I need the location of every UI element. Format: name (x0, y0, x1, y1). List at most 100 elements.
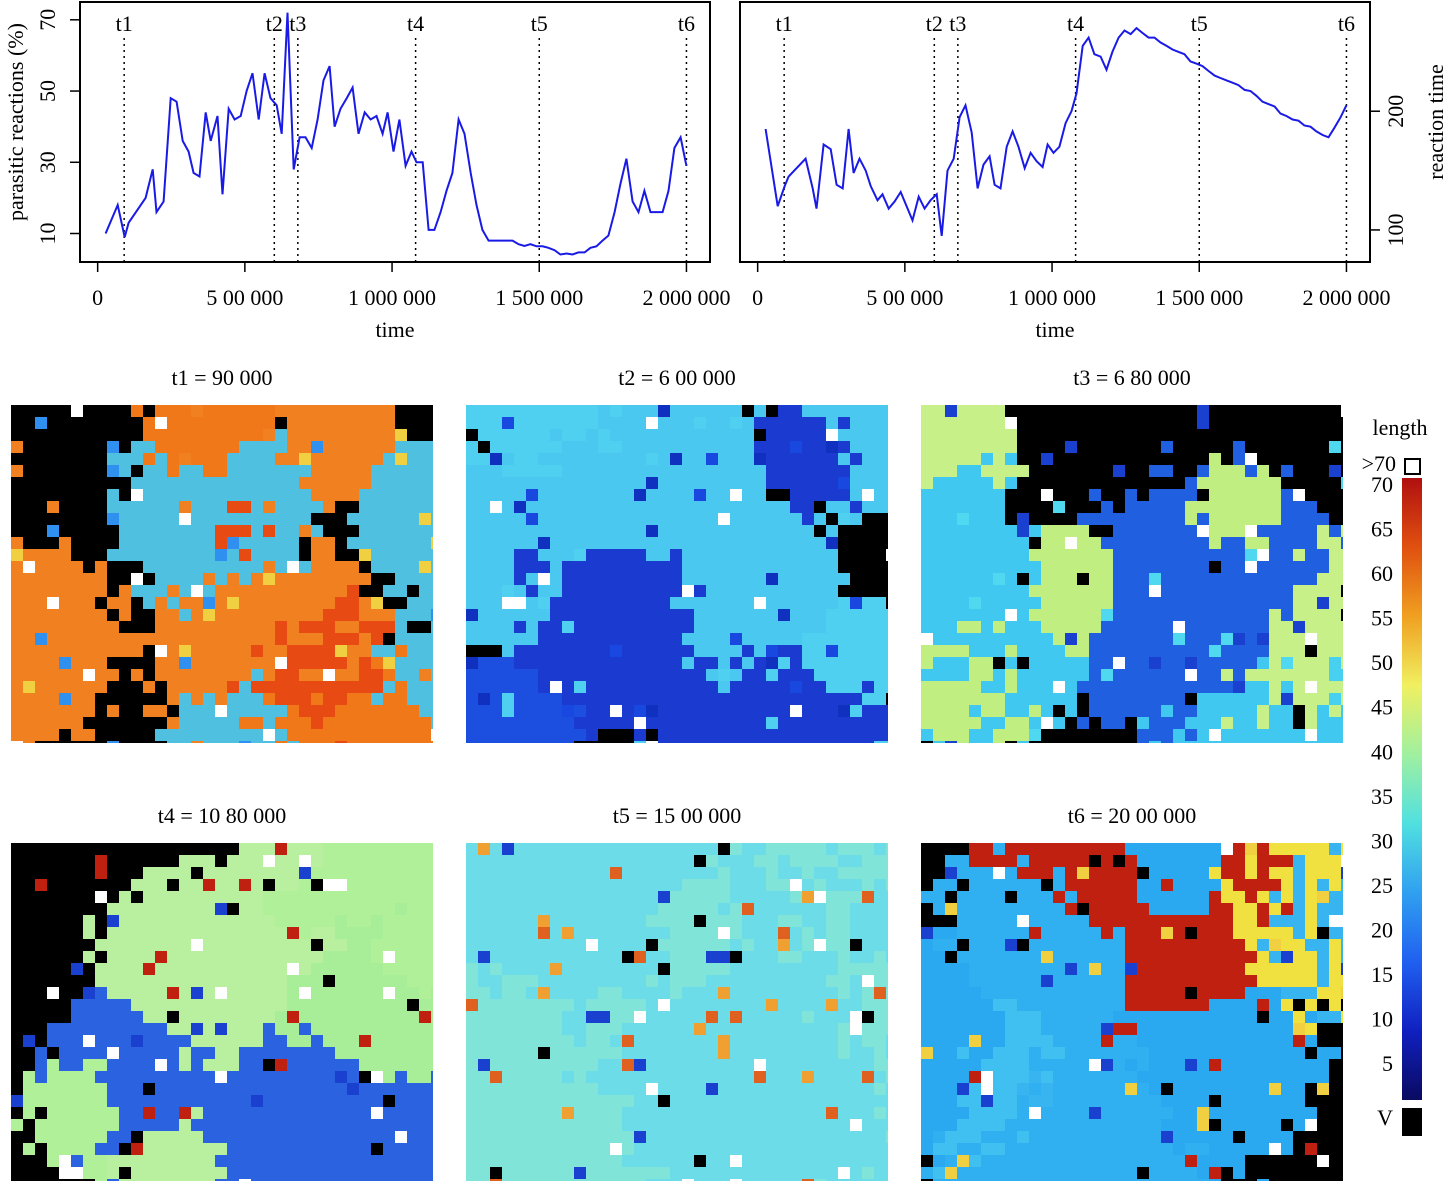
snapshot-cell (670, 1047, 682, 1059)
snapshot-cell (323, 1167, 335, 1179)
snapshot-cell (1269, 657, 1281, 669)
snapshot-cell (191, 951, 203, 963)
snapshot-cell (490, 1107, 502, 1119)
snapshot-cell (407, 441, 419, 453)
snapshot-cell (23, 1071, 35, 1083)
snapshot-cell (957, 573, 969, 585)
panel-title: t5 = 15 00 000 (613, 803, 742, 828)
snapshot-cell (754, 891, 766, 903)
snapshot-cell (718, 537, 730, 549)
snapshot-cell (658, 645, 670, 657)
snapshot-cell (610, 1011, 622, 1023)
snapshot-cell (347, 843, 359, 855)
snapshot-cell (610, 645, 622, 657)
snapshot-cell (119, 633, 131, 645)
snapshot-cell (538, 1155, 550, 1167)
snapshot-cell (1137, 879, 1149, 891)
snapshot-cell (323, 405, 335, 417)
snapshot-cell (419, 513, 431, 525)
snapshot-cell (1065, 891, 1077, 903)
snapshot-cell (790, 489, 802, 501)
snapshot-cell (395, 939, 407, 951)
snapshot-cell (778, 879, 790, 891)
snapshot-cell (227, 537, 239, 549)
snapshot-cell (838, 597, 850, 609)
snapshot-cell (227, 405, 239, 417)
snapshot-cell (658, 1047, 670, 1059)
snapshot-cell (323, 729, 335, 741)
snapshot-cell (1281, 465, 1293, 477)
snapshot-cell (814, 645, 826, 657)
snapshot-cell (742, 1083, 754, 1095)
snapshot-cell (969, 927, 981, 939)
snapshot-cell (670, 657, 682, 669)
snapshot-cell (1005, 453, 1017, 465)
snapshot-cell (706, 987, 718, 999)
snapshot-cell (107, 1047, 119, 1059)
snapshot-cell (167, 1035, 179, 1047)
snapshot-cell (407, 453, 419, 465)
snapshot-cell (155, 1035, 167, 1047)
snapshot-cell (538, 963, 550, 975)
snapshot-cell (490, 1071, 502, 1083)
snapshot-cell (802, 891, 814, 903)
snapshot-cell (323, 741, 335, 743)
snapshot-cell (23, 717, 35, 729)
snapshot-cell (574, 585, 586, 597)
snapshot-cell (419, 1083, 431, 1095)
snapshot-cell (1329, 879, 1341, 891)
snapshot-cell (1197, 741, 1209, 743)
snapshot-cell (311, 501, 323, 513)
snapshot-cell (1137, 843, 1149, 855)
time-marker-label: t3 (949, 11, 966, 36)
snapshot-cell (526, 999, 538, 1011)
snapshot-cell (1221, 927, 1233, 939)
snapshot-cell (1221, 609, 1233, 621)
snapshot-cell (838, 693, 850, 705)
snapshot-cell (778, 477, 790, 489)
snapshot-cell (981, 645, 993, 657)
snapshot-cell (969, 489, 981, 501)
snapshot-cell (251, 477, 263, 489)
snapshot-cell (251, 501, 263, 513)
snapshot-cell (706, 891, 718, 903)
snapshot-cell (670, 585, 682, 597)
snapshot-cell (1089, 951, 1101, 963)
snapshot-cell (945, 633, 957, 645)
snapshot-cell (778, 915, 790, 927)
snapshot-cell (778, 573, 790, 585)
snapshot-cell (790, 681, 802, 693)
snapshot-cell (203, 657, 215, 669)
snapshot-cell (622, 1023, 634, 1035)
snapshot-cell (431, 1071, 433, 1083)
snapshot-cell (682, 1179, 694, 1181)
snapshot-cell (1293, 561, 1305, 573)
snapshot-cell (1245, 717, 1257, 729)
snapshot-cell (275, 621, 287, 633)
snapshot-cell (203, 465, 215, 477)
snapshot-cell (670, 741, 682, 743)
snapshot-cell (407, 537, 419, 549)
snapshot-cell (694, 1059, 706, 1071)
snapshot-cell (347, 1023, 359, 1035)
snapshot-cell (562, 609, 574, 621)
snapshot-cell (71, 669, 83, 681)
snapshot-cell (419, 915, 431, 927)
snapshot-cell (323, 465, 335, 477)
snapshot-cell (814, 585, 826, 597)
snapshot-cell (407, 693, 419, 705)
snapshot-cell (215, 513, 227, 525)
snapshot-cell (742, 1107, 754, 1119)
snapshot-cell (1125, 669, 1137, 681)
snapshot-cell (275, 987, 287, 999)
snapshot-cell (658, 489, 670, 501)
snapshot-cell (251, 843, 263, 855)
snapshot-cell (251, 609, 263, 621)
snapshot-cell (742, 585, 754, 597)
snapshot-cell (275, 1047, 287, 1059)
snapshot-cell (407, 477, 419, 489)
snapshot-cell (131, 1059, 143, 1071)
snapshot-cell (622, 879, 634, 891)
snapshot-cell (670, 987, 682, 999)
snapshot-cell (814, 729, 826, 741)
